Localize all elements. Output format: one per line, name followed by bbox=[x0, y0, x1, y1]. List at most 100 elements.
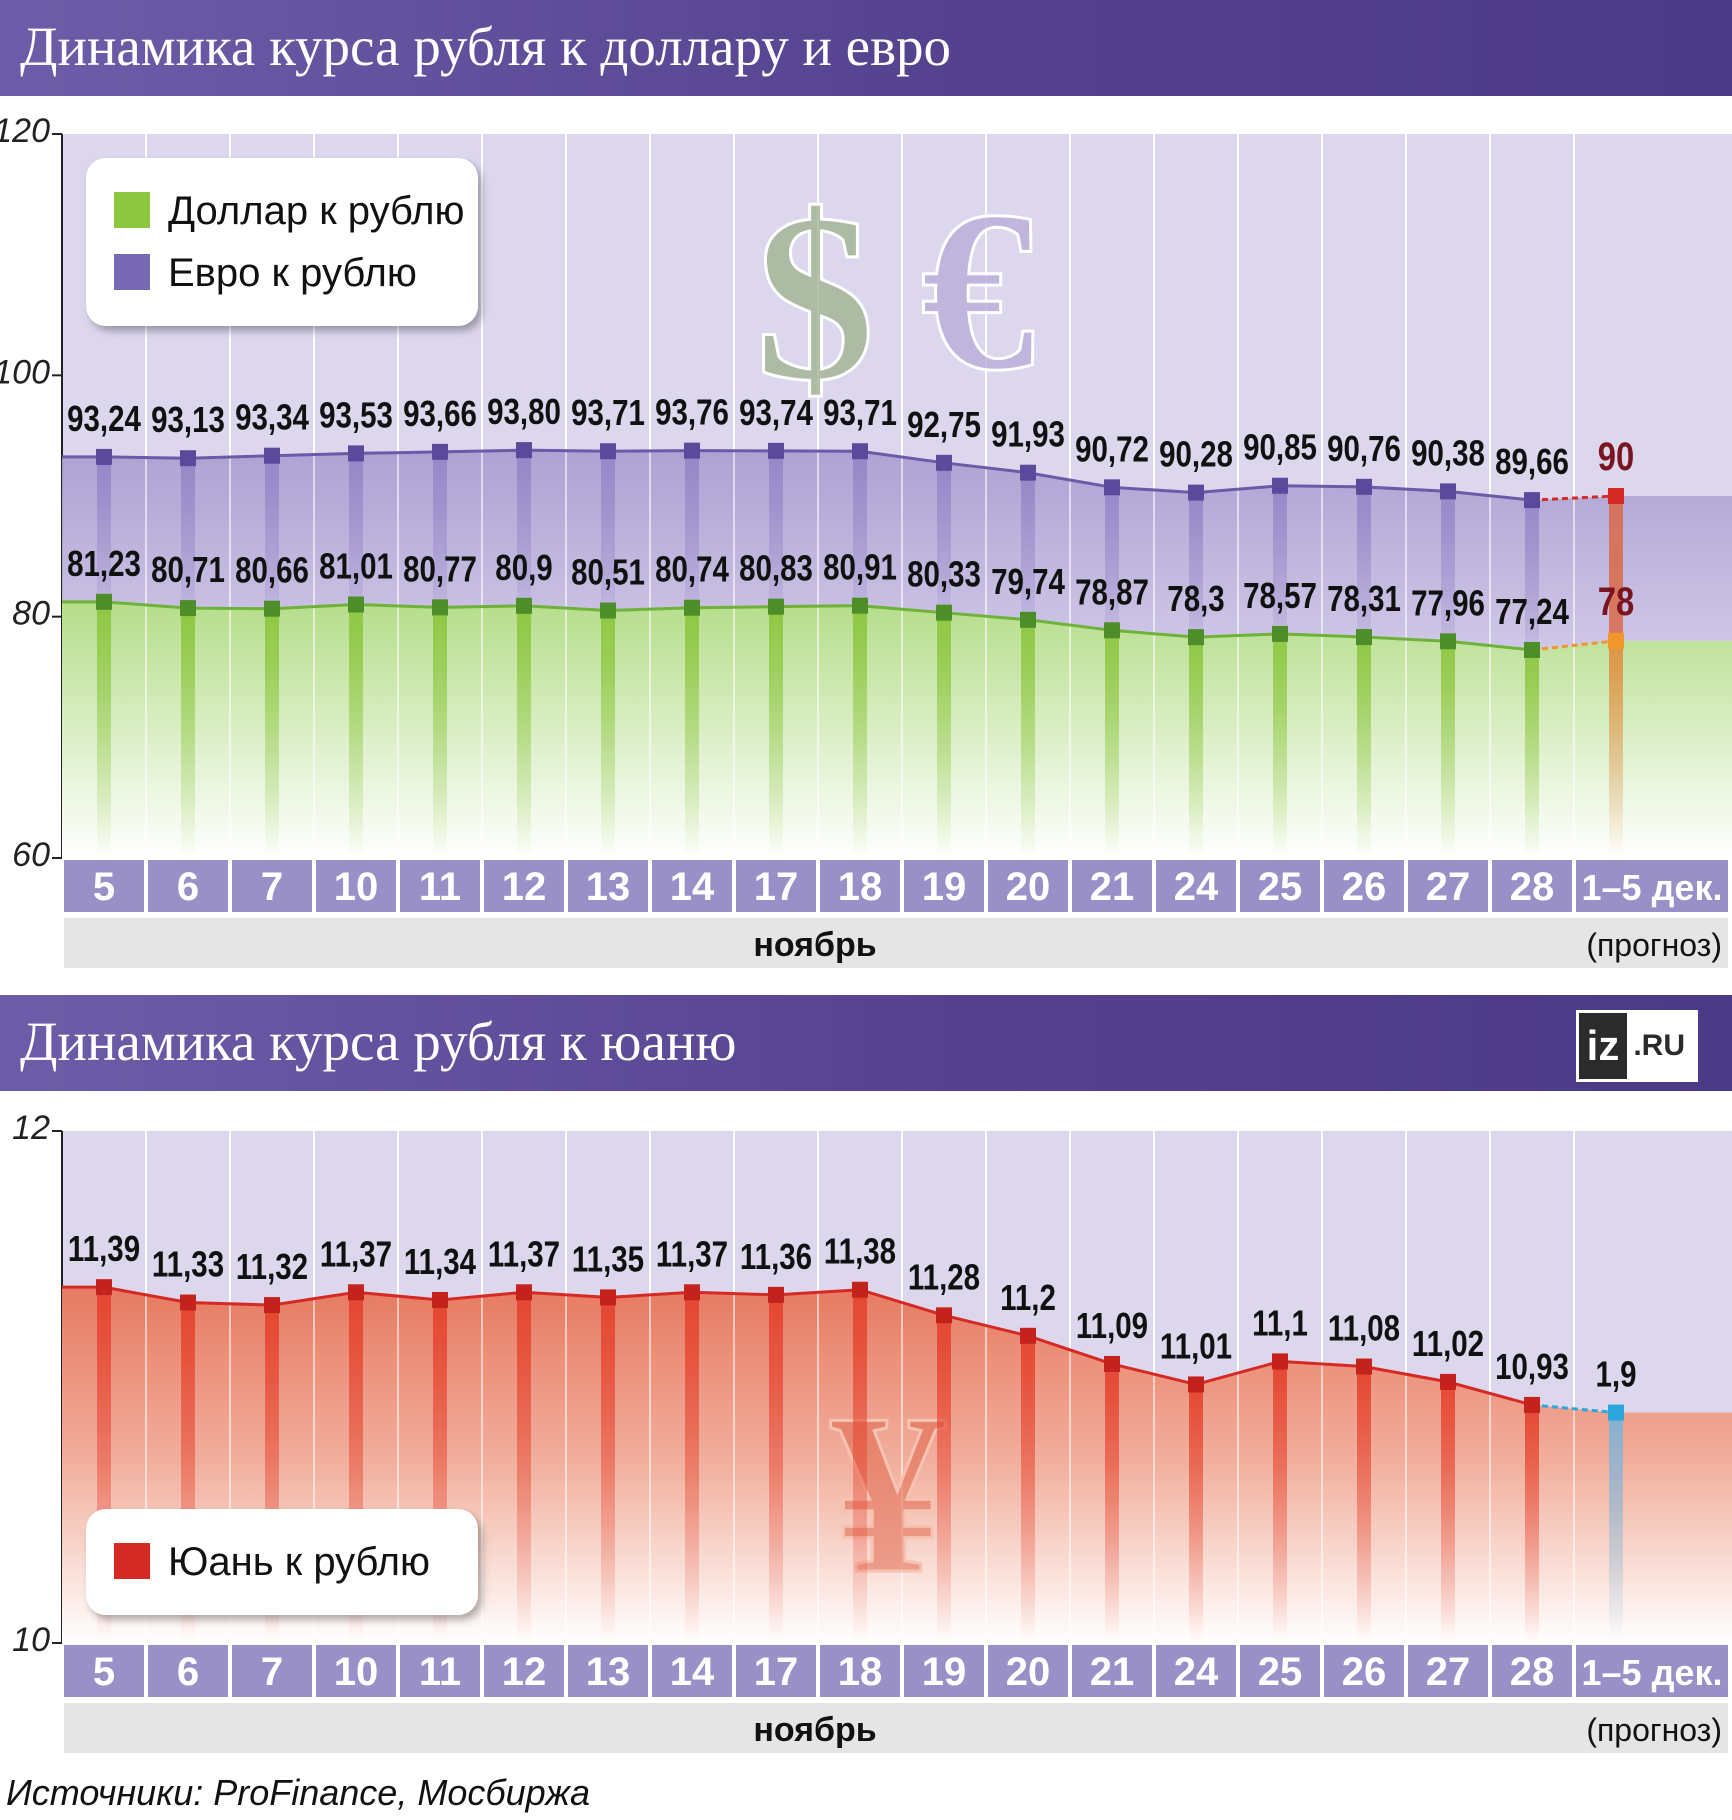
category-cell bbox=[988, 860, 1068, 912]
category-tick-label: 25 bbox=[1258, 865, 1303, 909]
euro-data-label: 93,66 bbox=[403, 393, 477, 433]
dollar-point bbox=[516, 597, 532, 614]
yuan-stem bbox=[517, 1292, 531, 1643]
dollar-stem bbox=[1189, 637, 1203, 858]
category-cell bbox=[316, 1645, 396, 1697]
y-tick-label: 12 bbox=[12, 1109, 50, 1147]
category-cell bbox=[316, 860, 396, 912]
euro-data-label: 93,76 bbox=[655, 392, 729, 432]
category-cell bbox=[1156, 1645, 1236, 1697]
bottom-chart-header: Динамика курса рубля к юаню iz .RU bbox=[0, 995, 1732, 1091]
dollar-data-label: 78,57 bbox=[1243, 575, 1317, 615]
category-cell bbox=[1576, 1645, 1728, 1697]
month-band bbox=[64, 1703, 1728, 1753]
euro-point bbox=[1440, 483, 1456, 500]
logo-iz-text: iz bbox=[1578, 1013, 1628, 1079]
yuan-point bbox=[1440, 1373, 1456, 1390]
euro-stem bbox=[265, 455, 279, 609]
yuan-point bbox=[1188, 1376, 1204, 1393]
yuan-point bbox=[936, 1307, 952, 1324]
category-tick-label: 18 bbox=[838, 1650, 883, 1694]
dollar-stem bbox=[97, 601, 111, 858]
category-tick-label: 17 bbox=[754, 865, 799, 909]
yuan-data-label: 11,28 bbox=[908, 1257, 980, 1297]
dollar-point bbox=[1272, 625, 1288, 642]
dollar-symbol-icon: $ bbox=[755, 164, 875, 430]
dollar-stem bbox=[853, 605, 867, 858]
bottom-chart-title: Динамика курса рубля к юаню bbox=[20, 1011, 737, 1072]
dollar-point bbox=[1104, 622, 1120, 639]
euro-stem bbox=[181, 458, 195, 609]
category-cell bbox=[988, 1645, 1068, 1697]
euro-point bbox=[264, 447, 280, 464]
euro-stem bbox=[1441, 491, 1455, 642]
yuan-data-label: 1,9 bbox=[1595, 1354, 1636, 1394]
yuan-point bbox=[1524, 1396, 1540, 1413]
category-tick-label: 5 bbox=[93, 1650, 115, 1694]
category-cell bbox=[1408, 1645, 1488, 1697]
category-cell bbox=[820, 860, 900, 912]
dollar-point bbox=[768, 598, 784, 615]
dollar-data-label: 78,3 bbox=[1167, 578, 1224, 618]
dollar-data-label: 77,96 bbox=[1411, 582, 1485, 622]
category-cell bbox=[904, 1645, 984, 1697]
euro-stem bbox=[685, 450, 699, 608]
yuan-point bbox=[96, 1279, 112, 1296]
yuan-stem bbox=[1273, 1361, 1287, 1643]
euro-point bbox=[1524, 492, 1540, 509]
category-cell bbox=[1156, 860, 1236, 912]
euro-stem bbox=[1273, 485, 1287, 634]
dollar-data-label: 80,51 bbox=[571, 552, 645, 592]
euro-point bbox=[1020, 464, 1036, 481]
legend-box bbox=[86, 1509, 478, 1615]
forecast-label: (прогноз) bbox=[1586, 1712, 1722, 1748]
category-tick-label: 12 bbox=[502, 1650, 547, 1694]
dollar-forecast-line bbox=[1531, 639, 1617, 652]
category-tick-label: 24 bbox=[1174, 865, 1219, 909]
yuan-point bbox=[432, 1291, 448, 1308]
yuan-point bbox=[180, 1294, 196, 1311]
yuan-data-label: 11,32 bbox=[236, 1246, 308, 1286]
category-cell bbox=[904, 860, 984, 912]
dollar-stem bbox=[349, 604, 363, 858]
top-chart-title: Динамика курса рубля к доллару и евро bbox=[20, 16, 952, 77]
logo-ru-text: .RU bbox=[1633, 1029, 1685, 1062]
yuan-data-label: 11,34 bbox=[404, 1241, 477, 1281]
category-tick-label: 21 bbox=[1090, 865, 1135, 909]
dollar-point bbox=[180, 600, 196, 617]
yuan-stem bbox=[1021, 1335, 1035, 1643]
category-tick-label: 18 bbox=[838, 865, 883, 909]
y-tick-label: 60 bbox=[12, 836, 50, 874]
category-cell bbox=[1240, 1645, 1320, 1697]
category-tick-label: 7 bbox=[261, 1650, 283, 1694]
legend-swatch bbox=[114, 1543, 150, 1579]
category-tick-label: 26 bbox=[1342, 1650, 1387, 1694]
yuan-point bbox=[1356, 1358, 1372, 1375]
category-tick-label: 20 bbox=[1006, 865, 1051, 909]
category-tick-label: 7 bbox=[261, 865, 283, 909]
dollar-point bbox=[684, 599, 700, 616]
euro-point bbox=[1356, 478, 1372, 495]
category-tick-label: 10 bbox=[334, 1650, 379, 1694]
dollar-point bbox=[852, 597, 868, 614]
dollar-stem bbox=[601, 610, 615, 858]
euro-point bbox=[684, 442, 700, 459]
euro-stem bbox=[937, 462, 951, 613]
dollar-point bbox=[1524, 641, 1540, 658]
yuan-stem bbox=[601, 1297, 615, 1643]
dollar-point bbox=[1188, 629, 1204, 646]
dollar-data-label: 77,24 bbox=[1495, 591, 1569, 631]
category-cell bbox=[64, 860, 144, 912]
yuan-point bbox=[852, 1281, 868, 1298]
y-tick-label: 80 bbox=[12, 595, 50, 633]
yuan-stem bbox=[937, 1315, 951, 1643]
euro-data-label: 93,74 bbox=[739, 392, 813, 432]
category-cell bbox=[1324, 860, 1404, 912]
yuan-point bbox=[516, 1284, 532, 1301]
dollar-data-label: 80,77 bbox=[403, 549, 477, 589]
dollar-stem bbox=[1021, 619, 1035, 858]
euro-point bbox=[348, 445, 364, 462]
euro-stem bbox=[1189, 492, 1203, 638]
dollar-area bbox=[62, 601, 1732, 858]
euro-point bbox=[1272, 477, 1288, 494]
